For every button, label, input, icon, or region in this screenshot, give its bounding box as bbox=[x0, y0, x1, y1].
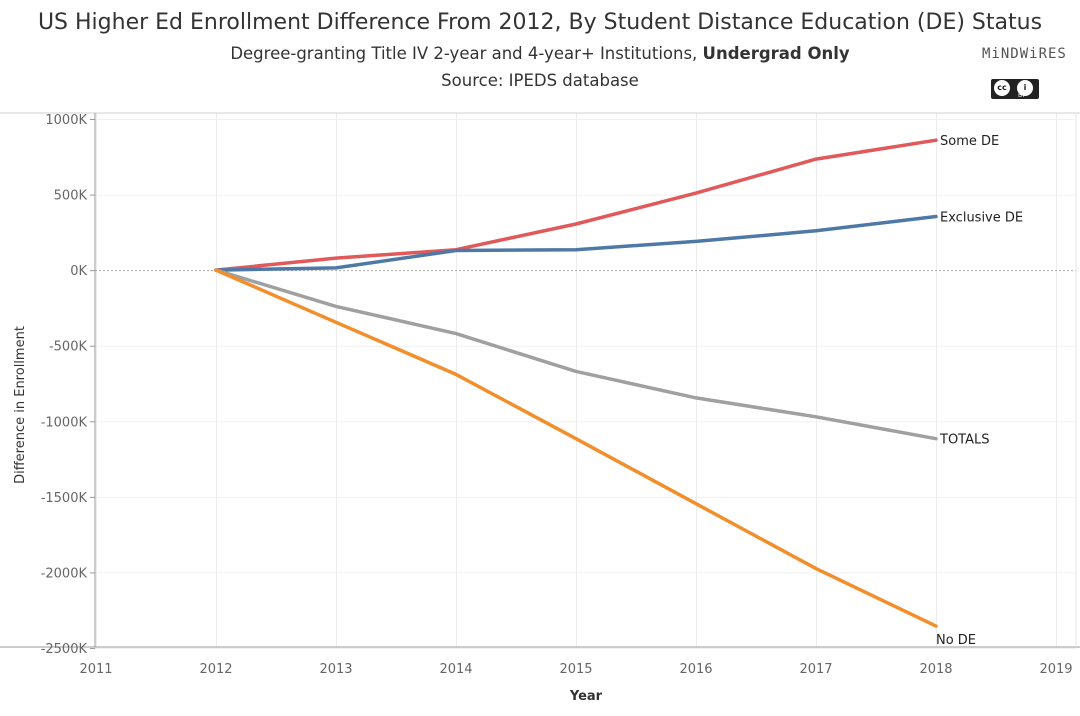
subtitle-text: Degree-granting Title IV 2-year and 4-ye… bbox=[230, 44, 703, 63]
axes: 2011 2012 2013 2014 2015 2016 2017 2018 2019 1000… bbox=[0, 112, 1080, 704]
x-tick-label: 2014 bbox=[439, 662, 472, 677]
cc-by-icon: cc i BY bbox=[991, 79, 1039, 99]
series-line-no-de bbox=[214, 268, 938, 628]
attribution-icon: i bbox=[1017, 80, 1033, 96]
y-tick-label: -2500K bbox=[41, 642, 88, 657]
series-line-totals bbox=[214, 268, 938, 441]
y-tick-label: 0K bbox=[70, 264, 87, 279]
series-label-no-de: No DE bbox=[936, 633, 976, 648]
subtitle-emphasis: Undergrad Only bbox=[702, 44, 850, 63]
grid-lines bbox=[95, 113, 1076, 649]
y-tick-label: -1000K bbox=[41, 415, 88, 430]
series-label-totals: TOTALS bbox=[939, 433, 990, 448]
x-tick-label: 2011 bbox=[79, 662, 112, 677]
x-tick-label: 2017 bbox=[799, 662, 832, 677]
series-label-some-de: Some DE bbox=[940, 134, 999, 149]
chart-subtitle: Degree-granting Title IV 2-year and 4-ye… bbox=[0, 44, 1080, 63]
series-label-exclusive-de: Exclusive DE bbox=[940, 210, 1023, 225]
x-tick-label: 2018 bbox=[919, 662, 952, 677]
logo-text: MiNDWiRES bbox=[982, 46, 1067, 62]
y-tick-label: 1000K bbox=[45, 113, 87, 128]
series-line-exclusive-de bbox=[214, 214, 938, 272]
y-tick-label: -1500K bbox=[41, 491, 88, 506]
license-text: BY bbox=[1018, 92, 1026, 99]
y-axis-title: Difference in Enrollment bbox=[13, 326, 28, 484]
y-tick-label: -500K bbox=[49, 340, 88, 355]
x-tick-label: 2013 bbox=[319, 662, 352, 677]
x-tick-label: 2019 bbox=[1039, 662, 1072, 677]
x-tick-label: 2016 bbox=[679, 662, 712, 677]
chart-source: Source: IPEDS database bbox=[441, 71, 639, 90]
series-labels: Some DE Exclusive DE TOTALS No DE bbox=[936, 134, 1023, 648]
y-tick-label: -2000K bbox=[41, 566, 88, 581]
mindwires-logo: MiNDWiRES cc i BY bbox=[982, 46, 1072, 102]
chart-title: US Higher Ed Enrollment Difference From … bbox=[37, 10, 1043, 35]
cc-icon: cc bbox=[994, 80, 1010, 96]
series-line-some-de bbox=[214, 138, 938, 272]
series-lines bbox=[214, 138, 938, 628]
x-tick-label: 2012 bbox=[199, 662, 232, 677]
x-tick-label: 2015 bbox=[559, 662, 592, 677]
x-axis-title: Year bbox=[569, 689, 603, 704]
y-tick-label: 500K bbox=[54, 189, 88, 204]
